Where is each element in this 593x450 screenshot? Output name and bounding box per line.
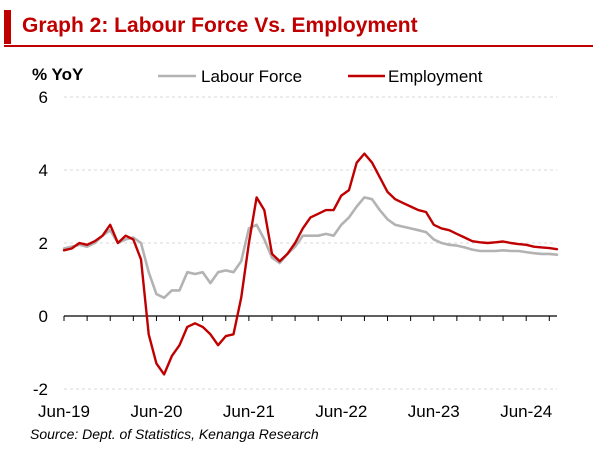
x-tick-label: Jun-22	[315, 402, 367, 421]
source-note: Source: Dept. of Statistics, Kenanga Res…	[30, 426, 319, 442]
x-tick-label: Jun-23	[408, 402, 460, 421]
legend-label-labour-force: Labour Force	[201, 67, 302, 86]
title-underline	[4, 45, 593, 47]
y-tick-label: 6	[39, 88, 48, 107]
series-line-labour-force	[62, 196, 559, 300]
y-tick-label: 4	[39, 161, 48, 180]
x-tick-label: Jun-19	[38, 402, 90, 421]
y-tick-label: -2	[33, 380, 48, 399]
chart-title: Graph 2: Labour Force Vs. Employment	[22, 14, 418, 37]
series-line-employment	[62, 152, 559, 376]
title-accent-bar	[4, 10, 11, 44]
title-bar: Graph 2: Labour Force Vs. Employment	[0, 6, 593, 47]
y-tick-label: 2	[39, 234, 48, 253]
legend-label-employment: Employment	[388, 67, 483, 86]
x-tick-label: Jun-20	[130, 402, 182, 421]
x-tick-label: Jun-21	[223, 402, 275, 421]
y-tick-label: 0	[39, 307, 48, 326]
y-axis-label: % YoY	[32, 65, 84, 84]
x-tick-label: Jun-24	[500, 402, 552, 421]
